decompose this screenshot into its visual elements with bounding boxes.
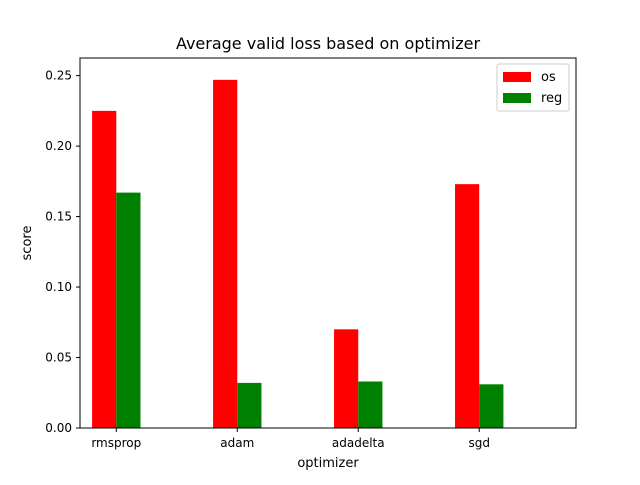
x-tick-label: adam [220, 436, 254, 450]
y-tick-label: 0.25 [45, 69, 72, 83]
y-tick-label: 0.05 [45, 351, 72, 365]
legend: os reg [496, 63, 570, 112]
legend-label-reg: reg [541, 91, 562, 106]
bar-os-rmsprop [92, 110, 117, 428]
bar-os-sgd [455, 184, 480, 428]
bar-os-adadelta [334, 329, 359, 428]
y-axis-label: score [20, 226, 35, 261]
x-tick-label: rmsprop [91, 436, 141, 450]
y-tick-label: 0.20 [45, 139, 72, 153]
plot-frame [79, 57, 577, 429]
x-tick-label: adadelta [332, 436, 385, 450]
bar-reg-adam [237, 382, 262, 428]
bar-reg-sgd [479, 384, 504, 428]
legend-swatch-os [503, 72, 531, 82]
y-tick-label: 0.00 [45, 421, 72, 435]
y-tick-label: 0.10 [45, 280, 72, 294]
bar-reg-adadelta [358, 381, 383, 428]
legend-swatch-reg [503, 93, 531, 103]
bar-reg-rmsprop [116, 192, 141, 428]
x-tick-label: sgd [468, 436, 490, 450]
legend-label-os: os [541, 70, 556, 85]
x-axis: rmsprop adam adadelta sgd [91, 428, 490, 450]
x-axis-label: optimizer [297, 456, 359, 471]
bars-group [92, 79, 504, 428]
y-tick-label: 0.15 [45, 210, 72, 224]
chart-title: Average valid loss based on optimizer [176, 34, 481, 53]
y-axis: 0.00 0.05 0.10 0.15 0.20 0.25 [45, 69, 80, 435]
bar-os-adam [213, 79, 238, 428]
